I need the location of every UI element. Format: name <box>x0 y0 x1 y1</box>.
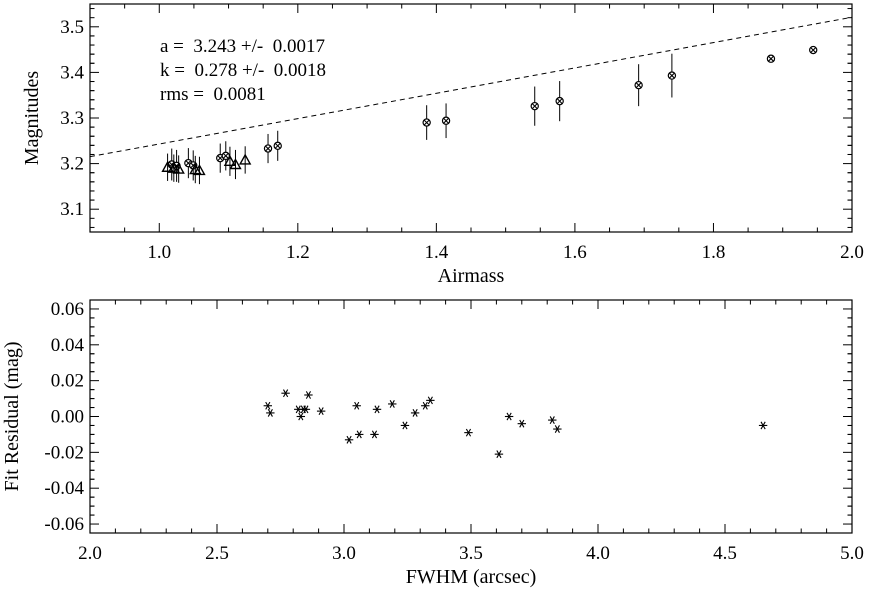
data-point-asterisk <box>464 428 473 437</box>
data-point-triangle <box>238 153 252 165</box>
data-point-triangle <box>229 158 242 170</box>
fit-annotation: a = 3.243 +/- 0.0017 <box>160 36 325 57</box>
plot-frame <box>89 299 853 534</box>
y-tick-label: 3.5 <box>60 17 84 38</box>
data-point-asterisk <box>553 425 562 433</box>
data-point <box>422 118 431 127</box>
data-point-asterisk <box>355 430 364 439</box>
data-point-asterisk <box>296 412 306 421</box>
data-point <box>766 54 776 63</box>
fit-annotation: rms = 0.0081 <box>160 84 266 105</box>
data-point-asterisk <box>400 421 410 430</box>
data-point-asterisk <box>421 401 430 410</box>
data-point-asterisk <box>410 408 420 417</box>
x-tick-label: 1.8 <box>702 242 726 263</box>
data-point-asterisk <box>352 401 361 410</box>
y-tick-label: 0.06 <box>51 299 84 320</box>
x-tick-label: 3.0 <box>332 543 356 564</box>
data-point-triangle <box>223 154 237 167</box>
plot-area <box>90 16 852 185</box>
data-point-asterisk <box>517 419 526 428</box>
data-point-asterisk <box>316 407 326 416</box>
airmass-magnitude-panel: 1.0 1.2 1.4 1.6 1.8 2.0 3.1 3.2 3.3 3.4 3.5 Airmass… <box>21 3 864 287</box>
data-point-asterisk <box>370 430 379 439</box>
fwhm-residual-panel: 2.0 2.5 3.0 3.5 4.0 4.5 5.0 -0.06 -0.04 -0.02 0.00… <box>1 299 864 588</box>
y-axis-label: Fit Residual (mag) <box>1 342 23 492</box>
data-point <box>555 96 564 106</box>
x-tick-label: 1.4 <box>424 242 448 263</box>
y-tick-label: 3.1 <box>60 199 84 220</box>
y-tick-label: -0.02 <box>44 442 84 463</box>
x-tick-label: 3.5 <box>459 543 483 564</box>
data-point-asterisk <box>301 405 311 414</box>
fit-line <box>90 16 852 158</box>
x-tick-label: 1.6 <box>563 242 587 263</box>
x-tick-label: 2.0 <box>78 543 102 564</box>
y-tick-label: 3.4 <box>60 62 84 83</box>
data-point-asterisk <box>372 405 382 414</box>
data-point-asterisk <box>388 400 397 408</box>
data-point <box>809 45 818 55</box>
data-point-asterisk <box>426 396 435 405</box>
data-point <box>530 101 539 111</box>
data-point <box>667 71 677 80</box>
data-point-asterisk <box>344 435 354 444</box>
data-point-asterisk <box>304 391 313 399</box>
data-point <box>221 151 230 161</box>
y-tick-label: 0.00 <box>51 407 84 428</box>
data-point-triangle <box>172 162 185 174</box>
data-point-triangle <box>193 163 206 176</box>
data-point <box>441 116 451 125</box>
y-tick-label: 0.02 <box>51 371 84 392</box>
data-point-asterisk <box>281 389 290 398</box>
x-tick-label: 2.0 <box>840 242 864 263</box>
x-tick-label: 4.5 <box>713 543 737 564</box>
y-tick-label: -0.06 <box>44 514 84 535</box>
data-point-asterisk <box>494 450 504 459</box>
x-tick-label: 1.0 <box>147 242 171 263</box>
x-tick-label: 4.0 <box>586 543 610 564</box>
x-tick-label: 2.5 <box>205 543 229 564</box>
x-tick-label: 1.2 <box>286 242 310 263</box>
y-tick-label: 0.04 <box>51 335 85 356</box>
data-point-asterisk <box>504 412 514 421</box>
y-axis-label: Magnitudes <box>21 71 43 166</box>
data-point <box>263 144 273 153</box>
plot-area <box>263 389 768 459</box>
x-axis-label: Airmass <box>438 265 505 287</box>
data-point-triangle <box>161 160 174 172</box>
y-tick-label: -0.04 <box>44 478 84 499</box>
data-point-asterisk <box>758 421 768 430</box>
data-point-asterisk <box>263 401 272 410</box>
y-tick-label: 3.3 <box>60 108 84 129</box>
fit-annotation: k = 0.278 +/- 0.0018 <box>160 60 326 81</box>
y-tick-label: 3.2 <box>60 154 84 175</box>
data-point-asterisk <box>548 416 557 425</box>
x-tick-label: 5.0 <box>840 543 864 564</box>
data-point <box>273 141 282 151</box>
data-point-asterisk <box>266 408 275 417</box>
x-axis-label: FWHM (arcsec) <box>406 566 537 588</box>
data-point <box>634 80 643 90</box>
